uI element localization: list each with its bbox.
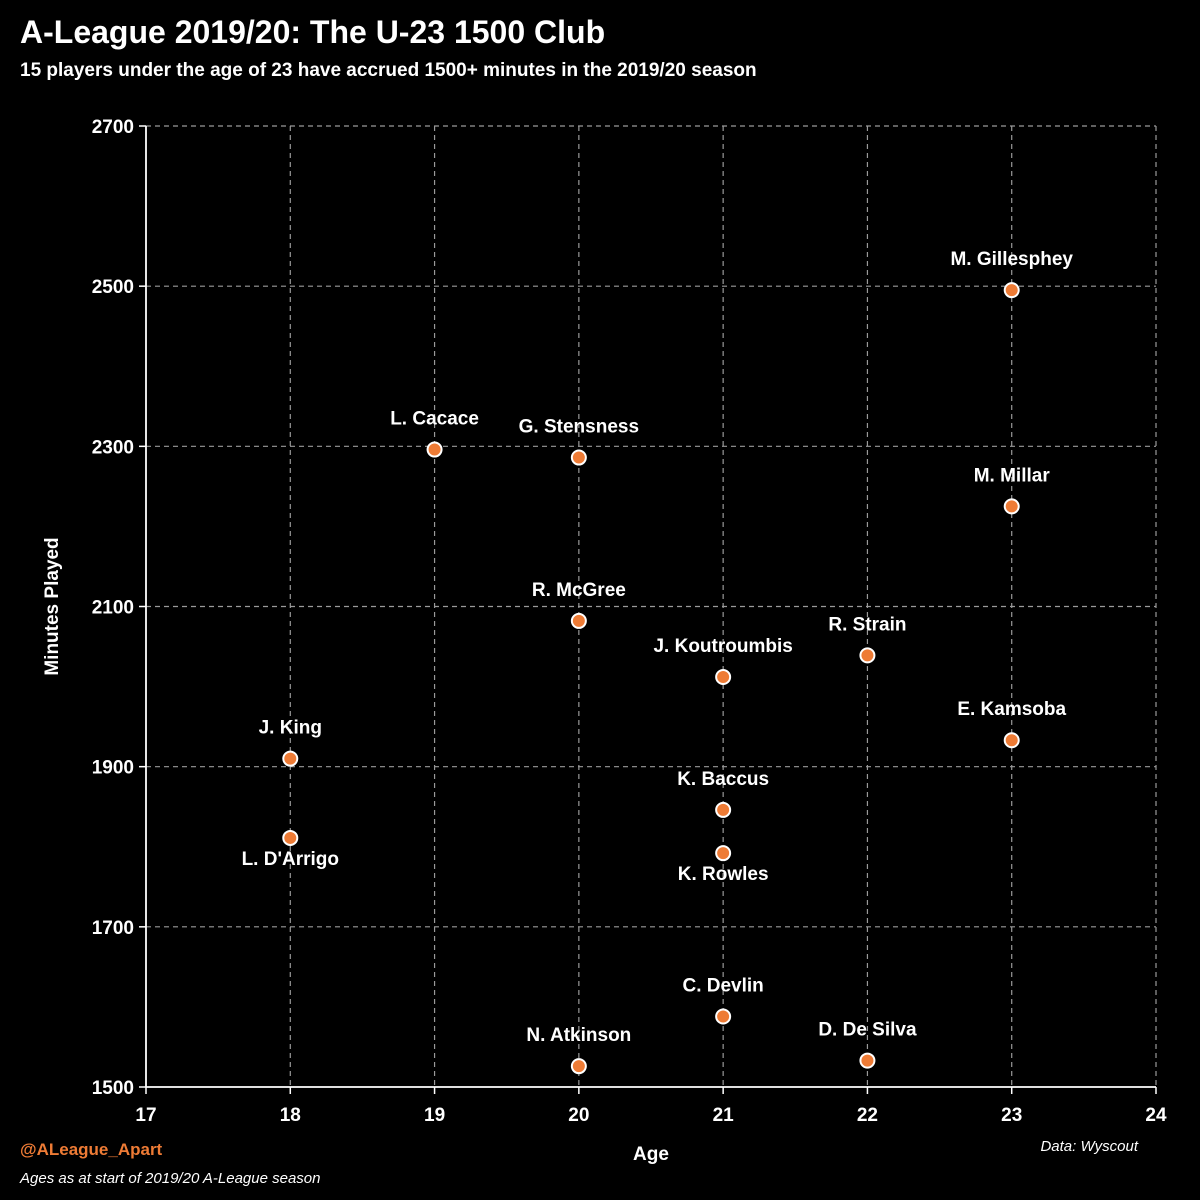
data-point (570, 449, 587, 466)
y-tick-label: 2500 (92, 277, 134, 298)
point-label: D. De Silva (818, 1020, 917, 1041)
author-handle: @ALeague_Apart (20, 1140, 163, 1159)
data-point (570, 1058, 587, 1075)
point-label: M. Gillesphey (950, 249, 1073, 270)
data-point (715, 1008, 732, 1025)
data-points (282, 282, 1020, 1075)
data-point (570, 612, 587, 629)
data-point (859, 1052, 876, 1069)
x-tick-label: 20 (568, 1105, 589, 1126)
y-tick-label: 1700 (92, 918, 134, 939)
x-tick-label: 21 (713, 1105, 735, 1126)
point-label: L. Cacace (390, 409, 479, 430)
point-label: J. Koutroumbis (653, 636, 792, 657)
data-point (426, 441, 443, 458)
data-point (1003, 732, 1020, 749)
point-label: J. King (259, 718, 322, 739)
data-point (1003, 498, 1020, 515)
y-tick-label: 1500 (92, 1078, 134, 1099)
point-label: R. Strain (828, 614, 906, 635)
x-tick-label: 18 (280, 1105, 301, 1126)
point-label: R. McGree (532, 580, 626, 601)
y-axis-label: Minutes Played (42, 537, 63, 675)
point-label: C. Devlin (682, 976, 763, 997)
data-point (1003, 282, 1020, 299)
y-tick-label: 2300 (92, 437, 134, 458)
y-tick-label: 2100 (92, 598, 134, 619)
data-point (282, 750, 299, 767)
x-tick-label: 24 (1145, 1105, 1167, 1126)
grid-lines (146, 125, 1157, 1087)
point-label: E. Kamsoba (957, 699, 1066, 720)
point-label: N. Atkinson (526, 1025, 631, 1046)
data-point (715, 668, 732, 685)
x-tick-label: 17 (135, 1105, 156, 1126)
data-point (715, 845, 732, 862)
x-tick-label: 23 (1001, 1105, 1022, 1126)
chart-title: A-League 2019/20: The U-23 1500 Club (20, 14, 606, 50)
y-tick-label: 1900 (92, 758, 134, 779)
x-tick-label: 19 (424, 1105, 445, 1126)
data-point (715, 801, 732, 818)
point-label: L. D'Arrigo (242, 849, 339, 870)
point-label: M. Millar (974, 465, 1051, 486)
point-label: K. Rowles (678, 864, 769, 885)
data-point (282, 829, 299, 846)
point-label: K. Baccus (677, 769, 769, 790)
point-labels: M. Gillesphey L. Cacace G. Stensness M. Mil… (242, 249, 1074, 1046)
x-axis-label: Age (633, 1144, 669, 1165)
chart-subtitle: 15 players under the age of 23 have accr… (20, 60, 757, 81)
data-point (859, 647, 876, 664)
tick-labels: 17 18 19 20 21 22 23 24 1500 1700 1900 2100 2300 2500… (92, 117, 1167, 1126)
data-source: Data: Wyscout (1040, 1138, 1138, 1155)
footnote: Ages as at start of 2019/20 A-League sea… (20, 1170, 321, 1187)
x-tick-label: 22 (857, 1105, 878, 1126)
point-label: G. Stensness (519, 417, 639, 438)
y-tick-label: 2700 (92, 117, 134, 138)
axes (139, 125, 1157, 1094)
